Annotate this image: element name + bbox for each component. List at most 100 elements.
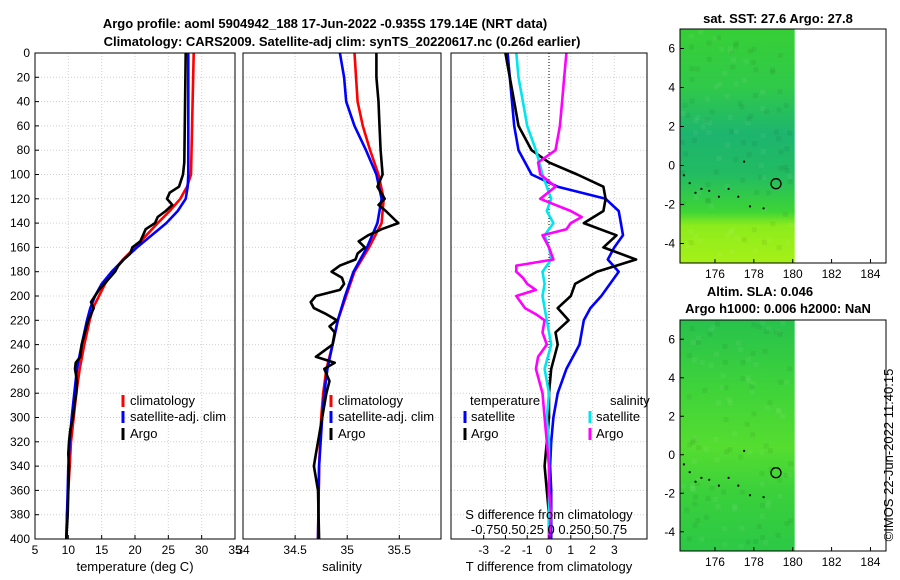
map-texture-cell [732,506,738,512]
map-texture-cell [768,466,774,472]
y-tick-label: 320 [10,435,30,449]
map-texture-cell [723,385,729,391]
map-texture-cell [696,190,702,196]
map-texture-cell [693,234,699,239]
legend-temp-satellite-label: satellite [471,409,515,424]
map-texture-cell [740,376,746,382]
map-texture-cell [705,197,711,203]
map-texture-cell [744,421,750,427]
difference-legend: temperature satellite Argo salinity sate… [463,393,650,537]
x-tick-label: 180 [783,555,803,569]
series-salinity-satellite [515,52,555,539]
map-texture-cell [703,446,709,452]
map-texture-cell [703,514,709,520]
map-texture-cell [695,115,701,121]
map-texture-cell [689,98,695,104]
y-tick-label: 380 [10,508,30,522]
temperature-legend: climatology satellite-adj. clim Argo [121,393,226,441]
series-temperature-satellite [506,52,625,539]
map-texture-cell [727,447,733,453]
x-tick-label: 182 [822,267,842,281]
map-texture-cell [722,70,728,76]
island-dot [762,207,765,210]
map-texture-cell [684,507,690,513]
map-texture-cell [786,472,792,478]
map-texture-cell [687,442,693,448]
difference-panel: -3 -2 -1 0 1 2 3 T difference from climatology [450,52,648,574]
y-tick-label: 80 [17,143,31,157]
map-texture-cell [699,537,705,543]
map-texture-cell [707,120,713,126]
map-texture-cell [680,170,686,176]
x-axis-label: salinity [322,559,362,574]
map-texture-cell [740,140,746,146]
map-texture-cell [681,483,686,489]
island-dot [717,484,721,487]
island-dot [727,187,730,190]
map-texture-cell [765,237,771,243]
map-texture-cell [727,115,733,120]
map-field [680,29,795,263]
map-texture-cell [733,81,739,87]
map-texture-cell [708,362,714,368]
map-texture-cell [686,536,692,542]
x-tick-label: 5 [32,543,39,557]
y-tick-label: -2 [664,486,675,500]
map-texture-cell [775,532,781,538]
map-texture-cell [713,35,718,41]
map-texture-cell [690,486,696,492]
map-texture-cell [762,540,768,546]
map-texture-cell [725,142,731,148]
map-texture-cell [683,151,689,157]
map-texture-cell [686,394,692,400]
map-texture-cell [756,524,762,529]
island-dot [708,189,711,192]
x-tick-label: 176 [705,555,725,569]
map-texture-cell [761,207,767,213]
map-texture-cell [692,357,697,363]
y-tick-label: 2 [668,409,675,423]
series-satellite-adj-clim [316,52,383,540]
map-texture-cell [680,201,686,207]
y-tick-label: -4 [664,237,675,251]
map-texture-cell [685,113,691,119]
map-texture-cell [707,331,713,337]
map-texture-cell [691,138,697,143]
map-texture-cell [692,522,698,528]
map-texture-cell [760,534,766,540]
y-tick-label: 160 [10,240,30,254]
map-texture-cell [743,59,749,65]
y-tick-label: 140 [10,216,30,230]
x-tick-label: 184 [860,267,880,281]
map-texture-cell [735,340,741,346]
series-argo [65,52,187,540]
map-texture-cell [732,504,738,510]
y-tick-label: 0 [23,46,30,60]
legend-temperature-title: temperature [470,393,540,408]
map-texture-cell [759,481,765,487]
map-texture-cell [722,343,728,349]
x-tick-label: 15 [95,543,109,557]
map-texture-cell [692,436,697,441]
island-dot [694,191,697,194]
map-texture-cell [746,152,752,158]
map-texture-cell [770,221,776,227]
map-texture-cell [680,140,685,146]
y-tick-label: 340 [10,459,30,473]
map-texture-cell [722,526,728,532]
map-texture-cell [709,203,715,209]
map-texture-cell [776,136,782,142]
x-tick-label: 35 [228,543,242,557]
map-texture-cell [727,49,733,55]
map-texture-cell [784,379,790,385]
map-texture-cell [725,232,731,238]
map-texture-cell [745,120,751,126]
map-texture-cell [760,89,766,95]
map-texture-cell [783,103,789,109]
map-texture-cell [720,373,726,379]
map-texture-cell [753,93,758,98]
map-texture-cell [784,146,790,152]
legend-argo-label: Argo [338,426,365,441]
x-axis-label: T difference from climatology [466,559,633,574]
map-texture-cell [713,436,719,442]
